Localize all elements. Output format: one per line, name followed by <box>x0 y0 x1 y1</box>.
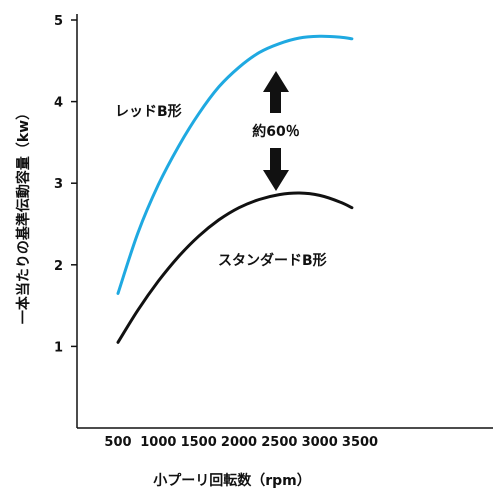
y-tick-label: 3 <box>54 177 63 192</box>
arrow-up-icon <box>263 71 289 113</box>
series-labels: レッドB形 スタンダードB形 <box>115 103 327 269</box>
y-axis-title: 一本当たりの基準伝動容量（kw） <box>15 106 32 324</box>
double-arrow: 約60％ <box>252 71 300 191</box>
x-tick-label: 2500 <box>261 435 297 450</box>
axes <box>76 14 493 429</box>
x-tick-label: 3500 <box>342 435 378 450</box>
series-line-red <box>116 34 354 295</box>
x-tick-label: 500 <box>104 435 131 450</box>
x-axis-title: 小プーリ回転数（rpm） <box>153 472 311 489</box>
x-tick-label: 3000 <box>302 435 338 450</box>
y-ticks: 1 2 3 4 5 <box>54 14 77 355</box>
y-tick-label: 4 <box>54 96 63 111</box>
y-tick-label: 5 <box>54 14 63 29</box>
y-tick-label: 2 <box>54 259 63 274</box>
arrow-down-icon <box>263 148 289 191</box>
series-label-red: レッドB形 <box>115 103 182 120</box>
series-label-standard: スタンダードB形 <box>218 252 327 269</box>
series-line-standard <box>116 191 354 344</box>
x-tick-label: 1000 <box>140 435 176 450</box>
y-tick-label: 1 <box>54 340 63 355</box>
annotation-label: 約60％ <box>252 123 299 140</box>
x-tick-label: 1500 <box>181 435 217 450</box>
x-tick-label: 2000 <box>221 435 257 450</box>
x-ticks: 500 1000 1500 2000 2500 3000 3500 <box>104 435 378 450</box>
series-lines <box>116 34 354 344</box>
